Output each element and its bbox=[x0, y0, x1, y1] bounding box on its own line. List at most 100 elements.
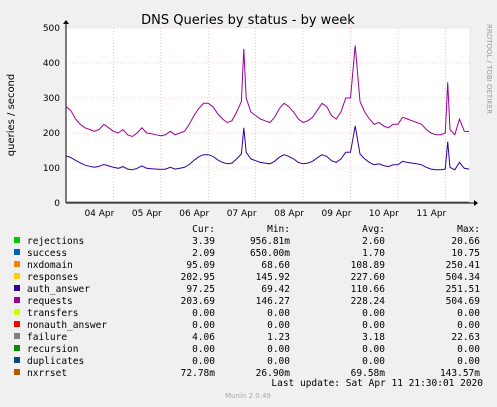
legend-value-min: 0.00 bbox=[267, 344, 290, 355]
rrdtool-side-label: RRDTOOL / TOBI OETIKER bbox=[485, 24, 493, 114]
legend-value-cur: 72.78m bbox=[181, 368, 216, 379]
legend-value-avg: 0.00 bbox=[362, 308, 385, 319]
legend-value-min: 956.81m bbox=[250, 236, 290, 247]
legend-value-cur: 0.00 bbox=[192, 320, 215, 331]
y-tick-label: 300 bbox=[43, 94, 60, 104]
legend-swatch bbox=[14, 333, 20, 339]
x-axis-arrow bbox=[474, 200, 478, 206]
last-update: Last update: Sat Apr 11 21:30:01 2020 bbox=[271, 378, 483, 389]
legend-value-max: 0.00 bbox=[457, 308, 480, 319]
legend-swatch bbox=[14, 237, 20, 243]
legend-value-max: 504.34 bbox=[446, 272, 481, 283]
legend-value-cur: 0.00 bbox=[192, 344, 215, 355]
y-tick-label: 0 bbox=[54, 199, 60, 209]
legend-value-avg: 2.60 bbox=[362, 236, 385, 247]
y-axis-label: queries / second bbox=[6, 74, 17, 156]
x-tick-label: 09 Apr bbox=[322, 209, 352, 219]
legend-value-cur: 2.09 bbox=[192, 248, 215, 259]
y-tick-label: 100 bbox=[43, 164, 60, 174]
legend-value-cur: 95.09 bbox=[186, 260, 215, 271]
x-tick-label: 04 Apr bbox=[84, 209, 114, 219]
legend-value-cur: 202.95 bbox=[181, 272, 215, 283]
legend-value-avg: 108.89 bbox=[351, 260, 386, 271]
legend-value-max: 22.63 bbox=[451, 332, 480, 343]
legend-value-min: 0.00 bbox=[267, 320, 290, 331]
legend-name: auth_answer bbox=[27, 284, 90, 295]
legend-value-cur: 4.06 bbox=[192, 332, 215, 343]
legend-name: nxdomain bbox=[27, 260, 73, 271]
legend-value-avg: 110.66 bbox=[351, 284, 386, 295]
y-tick-label: 500 bbox=[43, 24, 60, 34]
legend-header: Cur: bbox=[192, 224, 215, 235]
legend-name: duplicates bbox=[27, 356, 84, 367]
legend-value-min: 650.00m bbox=[250, 248, 290, 259]
legend-value-max: 0.00 bbox=[457, 356, 480, 367]
legend-swatch bbox=[14, 249, 20, 255]
axes: 0 100 200 300 400 500 04 Apr 05 Apr 06 Apr 07 Apr… bbox=[43, 20, 478, 219]
legend-value-max: 20.66 bbox=[451, 236, 480, 247]
legend-name: transfers bbox=[27, 308, 78, 319]
legend-value-cur: 0.00 bbox=[192, 356, 215, 367]
series-line-requests bbox=[65, 45, 470, 138]
legend-name: requests bbox=[27, 296, 73, 307]
legend-swatch bbox=[14, 285, 20, 291]
legend-name: nxrrset bbox=[27, 368, 67, 379]
legend-name: rejections bbox=[27, 236, 84, 247]
plot-area bbox=[66, 28, 469, 203]
legend: Cur: Min: Avg: Max: rejections 3.39 956.81m 2.6… bbox=[14, 224, 480, 379]
legend-value-min: 1.23 bbox=[267, 332, 290, 343]
munin-version: Munin 2.0.49 bbox=[225, 392, 271, 400]
legend-value-min: 0.00 bbox=[267, 356, 290, 367]
legend-value-min: 68.60 bbox=[261, 260, 290, 271]
legend-value-avg: 0.00 bbox=[362, 344, 385, 355]
x-tick-label: 06 Apr bbox=[179, 209, 209, 219]
x-tick-label: 07 Apr bbox=[227, 209, 257, 219]
legend-value-min: 69.42 bbox=[261, 284, 290, 295]
legend-value-max: 504.69 bbox=[446, 296, 481, 307]
legend-header: Max: bbox=[457, 224, 480, 235]
legend-value-max: 143.57m bbox=[440, 368, 480, 379]
y-axis-arrow bbox=[63, 20, 69, 24]
y-tick-label: 200 bbox=[43, 129, 60, 139]
legend-value-avg: 0.00 bbox=[362, 320, 385, 331]
legend-name: responses bbox=[27, 272, 78, 283]
legend-swatch bbox=[14, 345, 20, 351]
legend-value-max: 251.51 bbox=[446, 284, 481, 295]
legend-value-max: 0.00 bbox=[457, 320, 480, 331]
legend-name: success bbox=[27, 248, 67, 259]
legend-header: Min: bbox=[267, 224, 290, 235]
legend-value-avg: 3.18 bbox=[362, 332, 385, 343]
legend-value-max: 10.75 bbox=[451, 248, 480, 259]
x-tick-label: 11 Apr bbox=[416, 209, 446, 219]
legend-value-max: 0.00 bbox=[457, 344, 480, 355]
legend-name: failure bbox=[27, 332, 67, 343]
legend-header: Avg: bbox=[362, 224, 385, 235]
y-tick-label: 400 bbox=[43, 59, 60, 69]
legend-swatch bbox=[14, 357, 20, 363]
x-tick-label: 05 Apr bbox=[132, 209, 162, 219]
series-line-auth-answer bbox=[65, 125, 470, 171]
legend-value-avg: 0.00 bbox=[362, 356, 385, 367]
series-lines bbox=[65, 45, 470, 203]
legend-swatch bbox=[14, 261, 20, 267]
legend-swatch bbox=[14, 297, 20, 303]
legend-value-cur: 0.00 bbox=[192, 308, 215, 319]
legend-value-min: 145.92 bbox=[256, 272, 290, 283]
x-tick-label: 08 Apr bbox=[274, 209, 304, 219]
legend-name: nonauth_answer bbox=[27, 320, 107, 331]
chart-title: DNS Queries by status - by week bbox=[141, 13, 355, 28]
legend-swatch bbox=[14, 273, 20, 279]
legend-swatch bbox=[14, 321, 20, 327]
legend-value-cur: 97.25 bbox=[186, 284, 215, 295]
x-tick-label: 10 Apr bbox=[369, 209, 399, 219]
legend-value-cur: 3.39 bbox=[192, 236, 215, 247]
legend-swatch bbox=[14, 309, 20, 315]
legend-value-min: 146.27 bbox=[256, 296, 290, 307]
legend-value-avg: 228.24 bbox=[351, 296, 386, 307]
legend-value-avg: 227.60 bbox=[351, 272, 386, 283]
legend-value-min: 0.00 bbox=[267, 308, 290, 319]
grid bbox=[66, 27, 469, 203]
legend-value-cur: 203.69 bbox=[181, 296, 216, 307]
legend-swatch bbox=[14, 369, 20, 375]
